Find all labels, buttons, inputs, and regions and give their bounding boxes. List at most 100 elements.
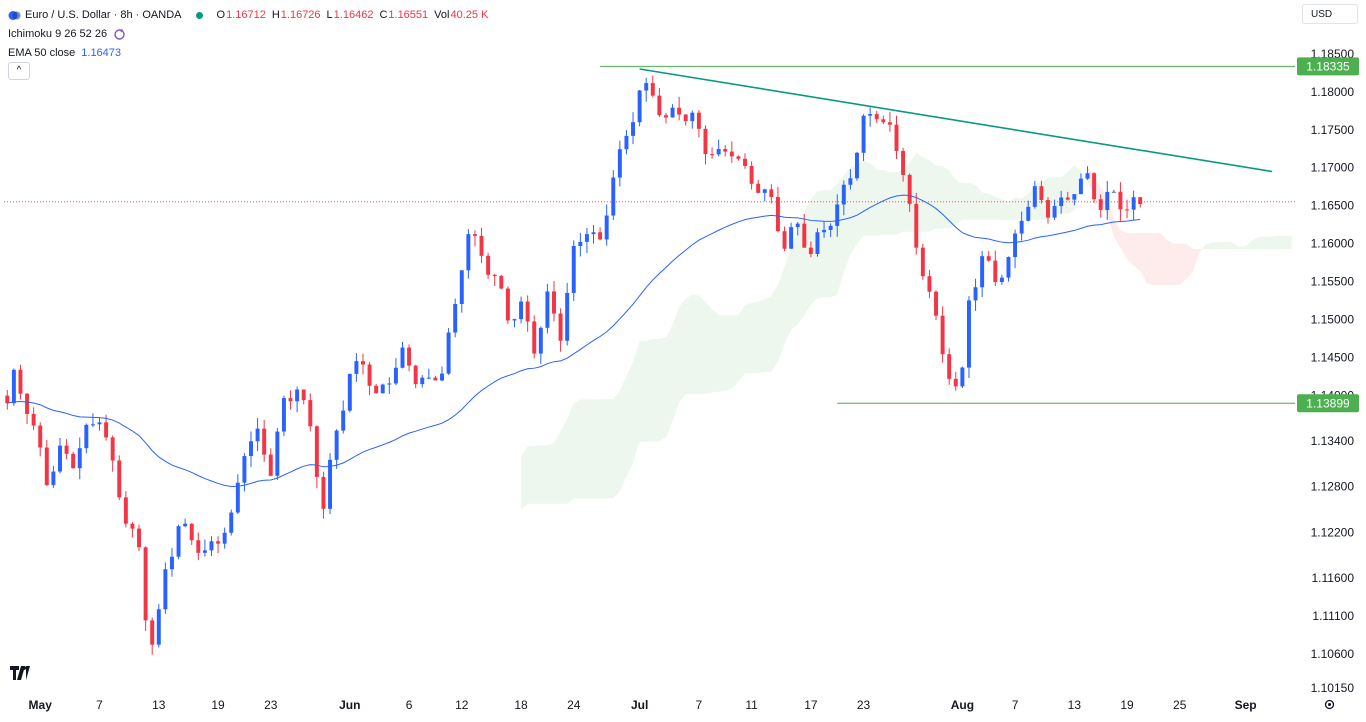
ema-row[interactable]: EMA 50 close 1.16473 (8, 44, 494, 63)
candle-body (229, 512, 234, 533)
cloud-segment (1206, 242, 1213, 250)
cloud-segment (968, 182, 976, 220)
trendline[interactable] (639, 68, 1273, 173)
candle-body (795, 223, 800, 228)
candle-body (1013, 233, 1018, 258)
candle-body (822, 229, 827, 233)
cloud-segment (1271, 235, 1279, 250)
ohlc-value-c: 1.16551 (388, 9, 429, 21)
cloud-segment (1186, 243, 1193, 279)
candle-body (486, 255, 491, 275)
candle-body (545, 291, 550, 328)
ohlc-value-h: 1.16726 (280, 9, 321, 21)
ohlc-value-vol: 40.25 K (450, 9, 489, 21)
candle-body (716, 149, 721, 155)
cloud-segment (975, 184, 983, 220)
candle-body (881, 119, 886, 123)
cloud-segment (883, 169, 890, 235)
candle-body (123, 497, 128, 524)
cloud-segment (830, 183, 838, 298)
resistance-price-badge (1297, 57, 1359, 76)
candle-body (775, 197, 780, 232)
cloud-segment (1133, 233, 1141, 271)
candle-body (25, 393, 30, 414)
time-tick-label: 18 (514, 698, 528, 712)
candle-body (532, 321, 537, 354)
candle-body (262, 428, 267, 455)
ichimoku-cloud (521, 152, 1292, 510)
candle-body (973, 287, 978, 301)
candle-body (407, 347, 412, 366)
candle-body (519, 301, 524, 320)
cloud-segment (1258, 236, 1266, 250)
cloud-segment (619, 376, 627, 492)
cloud-segment (824, 190, 831, 298)
candle-body (202, 550, 207, 553)
candle-body (828, 225, 833, 230)
candle-body (624, 135, 629, 150)
ohlc-key-h: H (271, 9, 280, 21)
candle-body (604, 215, 609, 240)
currency-selector[interactable]: USD (1302, 4, 1358, 24)
cloud-segment (784, 247, 792, 345)
candle-body (77, 448, 82, 469)
candle-body (189, 523, 194, 541)
cloud-segment (870, 163, 877, 236)
cloud-segment (1146, 233, 1154, 285)
cloud-segment (804, 199, 811, 316)
candle-body (631, 122, 636, 136)
price-axis[interactable]: 1.18500 1.18000 1.17500 1.17000 1.16500 1.160… (1297, 47, 1359, 695)
candle-body (505, 288, 510, 321)
cloud-segment (1239, 246, 1246, 250)
time-tick-label: Aug (951, 698, 974, 712)
candle-body (743, 158, 747, 166)
sync-icon[interactable] (113, 28, 126, 41)
candle-body (433, 377, 438, 381)
candle-body (11, 369, 16, 404)
time-axis[interactable]: May 7 13 19 23 Jun 6 12 18 24 Jul 7 11 17 23 Aug 7 13 19 25… (29, 698, 1257, 712)
candle-body (440, 373, 444, 381)
ohlc-key-vol: Vol (434, 9, 450, 21)
candle-body (341, 410, 346, 431)
cloud-segment (540, 445, 548, 504)
symbol-title[interactable]: Euro / U.S. Dollar · 8h · OANDA (25, 9, 182, 21)
cloud-segment (586, 399, 594, 499)
cloud-segment (758, 298, 765, 374)
euro-flag-icon (8, 11, 21, 20)
candle-body (650, 83, 655, 96)
ema-value: 1.16473 (81, 47, 122, 59)
cloud-segment (745, 303, 752, 374)
candle-body (598, 232, 603, 240)
cloud-segment (922, 157, 930, 232)
candle-body (920, 247, 925, 277)
settings-gear-icon[interactable] (1323, 698, 1336, 714)
resistance-trendline (639, 68, 1273, 173)
candle-body (492, 274, 497, 276)
collapse-legend-button[interactable]: ^ (8, 62, 30, 80)
cloud-segment (850, 164, 857, 255)
candle-body (44, 447, 49, 486)
chevron-up-icon: ^ (16, 65, 22, 76)
cloud-segment (896, 170, 904, 235)
cloud-segment (1127, 233, 1134, 266)
cloud-segment (863, 160, 871, 236)
candle-body (525, 301, 530, 322)
candle-body (268, 454, 273, 476)
cloud-segment (626, 361, 634, 477)
resistance-price-label: 1.18335 (1306, 59, 1350, 73)
currency-label: USD (1311, 9, 1333, 20)
candle-body (1006, 257, 1011, 278)
candle-body (637, 90, 642, 123)
support-price-badge (1297, 394, 1359, 413)
ichimoku-row[interactable]: Ichimoku 9 26 52 26 (8, 25, 494, 44)
candle-body (953, 378, 958, 387)
cloud-segment (1067, 165, 1075, 214)
candle-body (176, 526, 181, 557)
cloud-segment (955, 179, 963, 226)
cloud-segment (1159, 233, 1167, 285)
cloud-segment (560, 418, 568, 504)
candle-body (90, 424, 95, 426)
candle-body (51, 471, 56, 486)
candle-body (703, 128, 708, 155)
